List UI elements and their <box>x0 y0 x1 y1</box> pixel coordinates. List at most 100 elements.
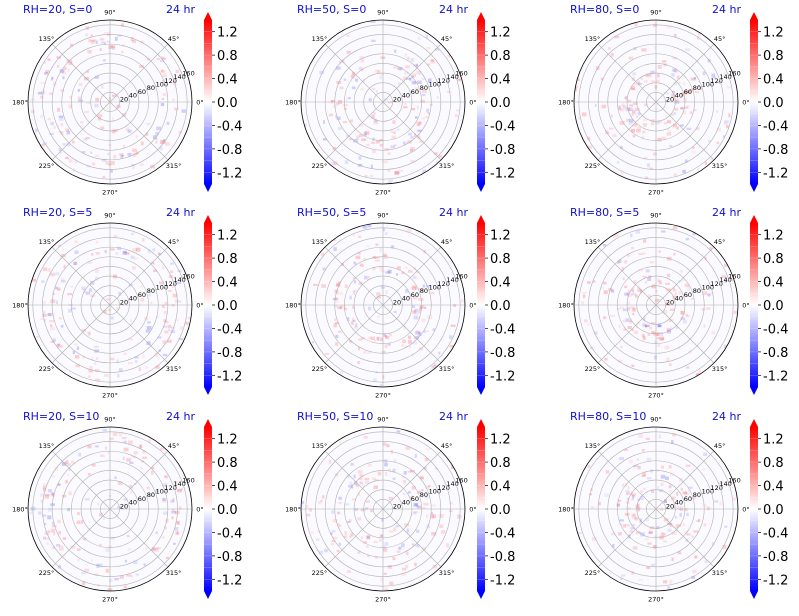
angle-tick-label: 180° <box>285 99 301 107</box>
radial-tick-label: 80 <box>420 287 428 295</box>
panel-time-label: 24 hr <box>439 3 468 16</box>
colorbar-tick-label: -0.8 <box>217 346 242 361</box>
colorbar-extend-bottom <box>750 387 758 395</box>
polar-spine <box>300 222 466 388</box>
colorbar-extend-top <box>204 12 212 20</box>
radial-tick-label: 40 <box>675 295 683 303</box>
angle-tick-label: 0° <box>742 99 749 107</box>
angle-tick-label: 180° <box>12 506 28 514</box>
angular-gridline <box>655 246 715 306</box>
radial-tick-label: 100 <box>702 488 714 496</box>
radial-tick-label: 40 <box>129 92 137 100</box>
colorbar-tick-label: -1.2 <box>217 369 242 384</box>
angular-gridline <box>51 450 111 510</box>
radial-tick-label: 40 <box>402 295 410 303</box>
radial-tick-label: 160 <box>455 477 467 485</box>
angular-gridline <box>382 304 442 364</box>
colorbar-tick-label: 1.2 <box>763 26 784 41</box>
angular-gridline <box>109 43 169 103</box>
panel-time-label: 24 hr <box>712 3 741 16</box>
colorbar-tick-label: 0.0 <box>217 299 238 314</box>
radial-tick-label: 120 <box>711 280 723 288</box>
polar-spine <box>300 19 466 185</box>
colorbar-extend-top <box>477 12 485 20</box>
radial-tick-label: 80 <box>147 491 155 499</box>
colorbar-tick-label: 0.0 <box>490 96 511 111</box>
colorbar: 1.2 0.8 0.4 0.0 -0.4 -0.8 -1.2 <box>477 12 515 192</box>
colorbar-tick-label: -1.2 <box>217 573 242 588</box>
colorbar-tick-label: -0.8 <box>763 550 788 565</box>
colorbar-tick-label: 0.4 <box>217 73 238 88</box>
radial-tick-label: 160 <box>455 70 467 78</box>
radial-tick-label: 160 <box>182 477 194 485</box>
radial-tick-label: 80 <box>420 491 428 499</box>
polar-spine <box>27 426 193 592</box>
angle-tick-label: 270° <box>102 189 118 197</box>
colorbar-extend-bottom <box>750 184 758 192</box>
radial-tick-label: 140 <box>173 276 185 284</box>
radial-tick-label: 20 <box>666 95 674 103</box>
angular-gridline <box>324 43 384 103</box>
angle-tick-label: 270° <box>648 189 664 197</box>
radial-tick-label: 60 <box>138 495 146 503</box>
colorbar: 1.2 0.8 0.4 0.0 -0.4 -0.8 -1.2 <box>477 419 515 599</box>
radial-tick-label: 120 <box>438 77 450 85</box>
radial-tick-label: 120 <box>438 484 450 492</box>
colorbar-extend-bottom <box>750 591 758 599</box>
angle-tick-label: 270° <box>375 596 391 604</box>
angular-gridline <box>655 304 715 364</box>
colorbar-tick-label: 0.0 <box>217 503 238 518</box>
radial-tick-label: 20 <box>120 95 128 103</box>
heatmap-field <box>301 430 462 591</box>
angular-gridline <box>324 450 384 510</box>
colorbar-extend-top <box>477 215 485 223</box>
angle-tick-label: 45° <box>714 238 726 246</box>
radial-tick-label: 20 <box>393 298 401 306</box>
radial-tick-label: 100 <box>156 81 168 89</box>
radial-tick-label: 140 <box>446 73 458 81</box>
colorbar-tick-label: 0.4 <box>490 480 511 495</box>
colorbar-tick-label: 0.4 <box>763 276 784 291</box>
angle-tick-label: 180° <box>12 302 28 310</box>
colorbar-tick-label: 0.8 <box>490 456 511 471</box>
colorbar-tick-label: -0.4 <box>217 119 242 134</box>
colorbar-tick-label: 1.2 <box>763 229 784 244</box>
radial-tick-label: 20 <box>120 502 128 510</box>
angular-gridline <box>597 508 657 568</box>
radial-tick-label: 140 <box>446 276 458 284</box>
radial-tick-label: 20 <box>666 502 674 510</box>
angle-tick-label: 270° <box>648 392 664 400</box>
angular-gridline <box>324 246 384 306</box>
colorbar-tick-label: 1.2 <box>490 433 511 448</box>
angular-gridline <box>597 246 657 306</box>
radial-tick-label: 120 <box>711 77 723 85</box>
angular-gridline <box>655 43 715 103</box>
angle-tick-label: 45° <box>441 35 453 43</box>
angle-tick-label: 90° <box>377 416 389 424</box>
angle-tick-label: 90° <box>650 416 662 424</box>
radial-tick-label: 120 <box>165 484 177 492</box>
panel-title: RH=80, S=10 <box>570 410 646 423</box>
angle-tick-label: 180° <box>285 506 301 514</box>
colorbar: 1.2 0.8 0.4 0.0 -0.4 -0.8 -1.2 <box>750 419 788 599</box>
colorbar-tick-label: 0.8 <box>490 49 511 64</box>
panel-time-label: 24 hr <box>439 206 468 219</box>
angle-tick-label: 45° <box>168 35 180 43</box>
angular-gridline <box>382 43 442 103</box>
panel-title: RH=20, S=0 <box>23 3 92 16</box>
angle-tick-label: 90° <box>377 9 389 17</box>
colorbar-tick-label: 0.8 <box>763 456 784 471</box>
radial-tick-label: 100 <box>702 81 714 89</box>
angle-tick-label: 135° <box>312 442 328 450</box>
radial-tick-label: 40 <box>129 295 137 303</box>
angle-tick-label: 315° <box>439 365 455 373</box>
panel-title: RH=20, S=10 <box>23 410 99 423</box>
colorbar-tick-label: 0.8 <box>490 252 511 267</box>
angle-tick-label: 90° <box>650 212 662 220</box>
colorbar-tick-label: 0.0 <box>490 299 511 314</box>
angle-tick-label: 180° <box>12 99 28 107</box>
radial-tick-label: 100 <box>156 488 168 496</box>
